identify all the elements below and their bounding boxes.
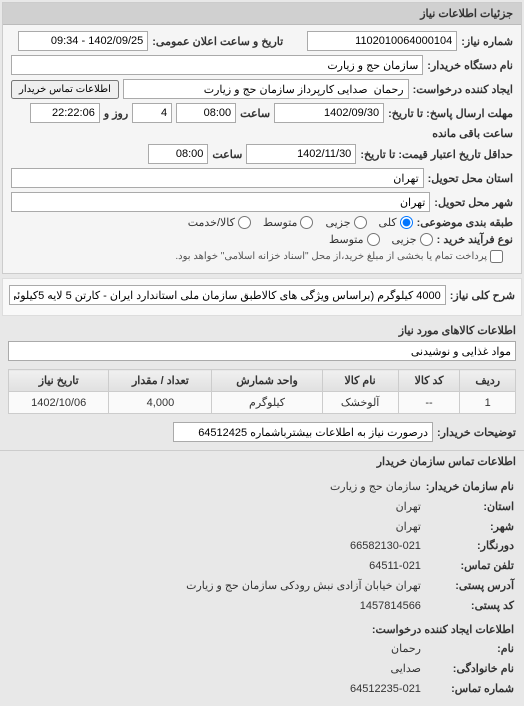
row-buy-process: نوع فرآیند خرید : جزیی متوسط پرداخت تمام… [11, 233, 513, 263]
row-valid: حداقل تاریخ اعتبار قیمت: تا تاریخ: ساعت [11, 144, 513, 164]
contact-block: نام سازمان خریدار: سازمان حج و زیارت است… [0, 472, 524, 706]
contact-fax: دورنگار: 66582130-021 [10, 537, 514, 557]
radio-all[interactable]: کلی [379, 216, 413, 229]
checkbox-payment[interactable]: پرداخت تمام یا بخشی از مبلغ خرید،از محل … [175, 250, 503, 263]
creator-label: ایجاد کننده درخواست: [413, 83, 513, 96]
col-code: کد کالا [398, 370, 460, 392]
buy-label: نوع فرآیند خرید : [437, 233, 513, 246]
col-unit: واحد شمارش [212, 370, 322, 392]
row-classify: طبقه بندی موضوعی: کلی جزیی متوسط کالا/خد… [11, 216, 513, 229]
radio-buy2-input[interactable] [367, 233, 380, 246]
contact-info-button[interactable]: اطلاعات تماس خریدار [11, 80, 119, 99]
contact-ctel: شماره تماس: 64512235-021 [10, 680, 514, 700]
org-input[interactable] [11, 55, 423, 75]
buyer-note-label: توضیحات خریدار: [437, 426, 516, 439]
radio-service[interactable]: کالا/خدمت [188, 216, 251, 229]
table-header-row: ردیف کد کالا نام کالا واحد شمارش تعداد /… [9, 370, 516, 392]
contact-post: کد پستی: 1457814566 [10, 597, 514, 617]
cell-qty: 4,000 [109, 392, 212, 414]
details-panel: جزئیات اطلاعات نیاز شماره نیاز: تاریخ و … [2, 2, 522, 274]
delivery-city-label: شهر محل تحویل: [434, 196, 513, 209]
req-no-label: شماره نیاز: [461, 35, 513, 48]
category-input[interactable] [8, 341, 516, 361]
cell-unit: کیلوگرم [212, 392, 322, 414]
req-no-input[interactable] [307, 31, 457, 51]
announce-label: تاریخ و ساعت اعلان عمومی: [152, 35, 283, 48]
col-qty: تعداد / مقدار [109, 370, 212, 392]
valid-date-input[interactable] [246, 144, 356, 164]
radio-buy1[interactable]: جزیی [392, 233, 433, 246]
cell-code: -- [398, 392, 460, 414]
need-title-label: شرح کلی نیاز: [450, 289, 515, 302]
valid-label: حداقل تاریخ اعتبار قیمت: تا تاریخ: [360, 148, 513, 161]
remain-days-label: روز و [104, 107, 128, 120]
row-creator: ایجاد کننده درخواست: اطلاعات تماس خریدار [11, 79, 513, 99]
radio-buy1-input[interactable] [420, 233, 433, 246]
resp-time-input[interactable] [176, 103, 236, 123]
need-title-row: شرح کلی نیاز: [2, 278, 522, 316]
row-org: نام دستگاه خریدار: [11, 55, 513, 75]
payment-note: پرداخت تمام یا بخشی از مبلغ خرید،از محل … [175, 251, 487, 262]
delivery-prov-label: استان محل تحویل: [428, 172, 513, 185]
panel-title: جزئیات اطلاعات نیاز [3, 3, 521, 25]
radio-service-input[interactable] [238, 216, 251, 229]
delivery-prov-input[interactable] [11, 168, 424, 188]
announce-date-input[interactable] [18, 31, 148, 51]
buy-radios: جزیی متوسط [329, 233, 433, 246]
remain-days-input[interactable] [132, 103, 172, 123]
time-label-2: ساعت [212, 148, 242, 161]
remain-time-input[interactable] [30, 103, 100, 123]
resp-date-input[interactable] [274, 103, 384, 123]
col-row: ردیف [460, 370, 516, 392]
creator-contact-header: اطلاعات ایجاد کننده درخواست: [372, 621, 514, 641]
radio-all-input[interactable] [400, 216, 413, 229]
table-row: 1 -- آلوخشک کیلوگرم 4,000 1402/10/06 [9, 392, 516, 414]
row-req-no: شماره نیاز: تاریخ و ساعت اعلان عمومی: [11, 31, 513, 51]
radio-partial-input[interactable] [354, 216, 367, 229]
delivery-city-input[interactable] [11, 192, 430, 212]
contact-lname: نام خانوادگی: صدایی [10, 660, 514, 680]
radio-partial[interactable]: جزیی [325, 216, 366, 229]
cell-idx: 1 [460, 392, 516, 414]
items-table: ردیف کد کالا نام کالا واحد شمارش تعداد /… [8, 369, 516, 414]
buyer-note-row: توضیحات خریدار: [0, 418, 524, 446]
buyer-note-input[interactable] [173, 422, 433, 442]
payment-checkbox[interactable] [490, 250, 503, 263]
contact-tel: تلفن تماس: 64511-021 [10, 557, 514, 577]
need-title-input[interactable] [9, 285, 446, 305]
radio-mid-input[interactable] [300, 216, 313, 229]
org-label: نام دستگاه خریدار: [427, 59, 513, 72]
contact-addr: آدرس پستی: تهران خیابان آزادی نبش رودکی … [10, 577, 514, 597]
resp-deadline-label: مهلت ارسال پاسخ: تا تاریخ: [388, 107, 513, 120]
row-resp-deadline: مهلت ارسال پاسخ: تا تاریخ: ساعت روز و سا… [11, 103, 513, 140]
category-row [0, 341, 524, 361]
classify-radios: کلی جزیی متوسط کالا/خدمت [188, 216, 413, 229]
items-header: اطلاعات کالاهای مورد نیاز [0, 320, 524, 341]
radio-buy2[interactable]: متوسط [329, 233, 380, 246]
remain-label: ساعت باقی مانده [432, 127, 513, 140]
contact-fname: نام: رحمان [10, 640, 514, 660]
creator-input[interactable] [123, 79, 409, 99]
panel-body: شماره نیاز: تاریخ و ساعت اعلان عمومی: نا… [3, 25, 521, 273]
table-head: ردیف کد کالا نام کالا واحد شمارش تعداد /… [9, 370, 516, 392]
cell-name: آلوخشک [322, 392, 398, 414]
row-delivery-prov: استان محل تحویل: [11, 168, 513, 188]
cell-date: 1402/10/06 [9, 392, 109, 414]
contact-org: نام سازمان خریدار: سازمان حج و زیارت [10, 478, 514, 498]
budget-label: طبقه بندی موضوعی: [417, 216, 513, 229]
radio-mid[interactable]: متوسط [263, 216, 314, 229]
row-delivery-city: شهر محل تحویل: [11, 192, 513, 212]
contact-city: شهر: تهران [10, 518, 514, 538]
contact-prov: استان: تهران [10, 498, 514, 518]
table-body: 1 -- آلوخشک کیلوگرم 4,000 1402/10/06 [9, 392, 516, 414]
col-date: تاریخ نیاز [9, 370, 109, 392]
time-label-1: ساعت [240, 107, 270, 120]
contact-header: اطلاعات تماس سازمان خریدار [0, 450, 524, 472]
col-name: نام کالا [322, 370, 398, 392]
valid-time-input[interactable] [148, 144, 208, 164]
table-container: ردیف کد کالا نام کالا واحد شمارش تعداد /… [0, 361, 524, 418]
